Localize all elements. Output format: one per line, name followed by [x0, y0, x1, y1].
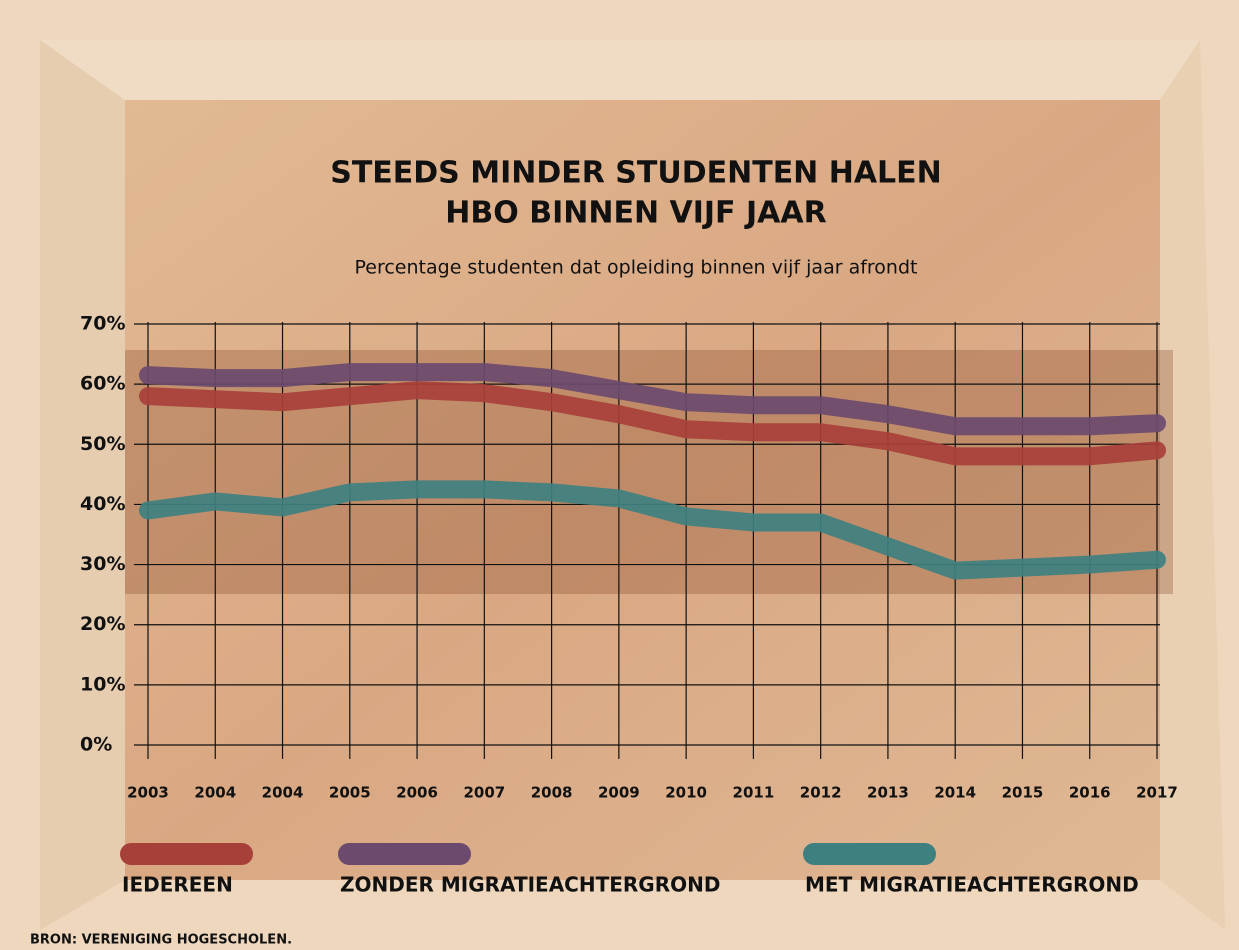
legend-label: IEDEREEN [122, 873, 233, 897]
x-tick-label: 2010 [665, 784, 707, 802]
x-tick-label: 2017 [1136, 784, 1178, 802]
back-panel [125, 100, 1160, 880]
series-line [139, 363, 1166, 436]
y-tick-label: 60% [80, 373, 125, 395]
x-tick-label: 2013 [867, 784, 909, 802]
legend-label: MET MIGRATIEACHTERGROND [805, 873, 1139, 897]
source: BRON: VERENIGING HOGESCHOLEN. [30, 933, 292, 948]
x-tick-label: 2014 [934, 784, 976, 802]
y-tick-label: 40% [80, 493, 125, 515]
x-tick-label: 2015 [1002, 784, 1044, 802]
chart-title: STEEDS MINDER STUDENTEN HALEN [330, 156, 942, 191]
frame-right [1160, 40, 1225, 930]
series-line [139, 381, 1166, 466]
legend-swatch [120, 843, 253, 865]
frame-top [40, 40, 1200, 100]
y-tick-label: 10% [80, 673, 125, 695]
series-line [139, 480, 1166, 580]
chart-title: HBO BINNEN VIJF JAAR [445, 196, 826, 231]
x-tick-label: 2012 [800, 784, 842, 802]
chart-subtitle: Percentage studenten dat opleiding binne… [355, 257, 918, 279]
legend-swatch [803, 843, 936, 865]
y-tick-label: 30% [80, 553, 125, 575]
x-tick-label: 2016 [1069, 784, 1111, 802]
x-tick-label: 2004 [194, 784, 236, 802]
frame-left [40, 40, 125, 930]
y-tick-label: 50% [80, 433, 125, 455]
x-tick-label: 2006 [396, 784, 438, 802]
x-tick-label: 2005 [329, 784, 371, 802]
y-tick-label: 70% [80, 313, 125, 335]
legend-label: ZONDER MIGRATIEACHTERGROND [340, 873, 720, 897]
x-tick-label: 2008 [531, 784, 573, 802]
legend-swatch [338, 843, 471, 865]
y-tick-label: 0% [80, 734, 112, 756]
x-tick-label: 2009 [598, 784, 640, 802]
x-tick-label: 2004 [262, 784, 304, 802]
x-tick-label: 2007 [463, 784, 505, 802]
y-tick-label: 20% [80, 613, 125, 635]
x-tick-label: 2011 [733, 784, 775, 802]
x-tick-label: 2003 [127, 784, 169, 802]
